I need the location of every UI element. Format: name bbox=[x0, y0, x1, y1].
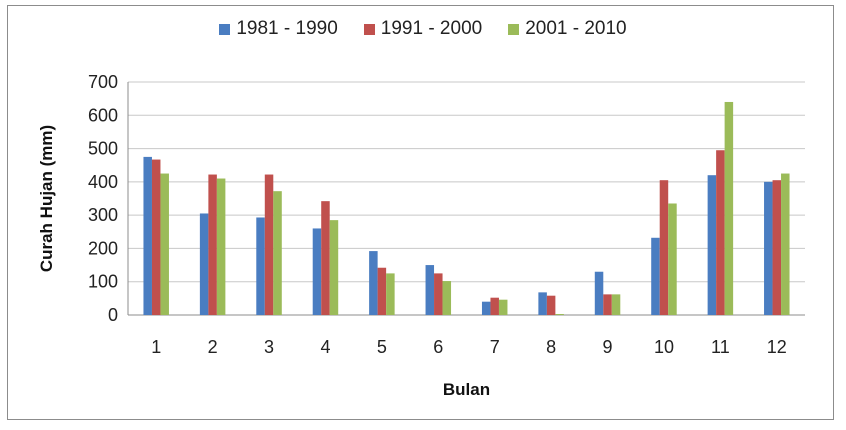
y-axis-title: Curah Hujan (mm) bbox=[37, 125, 56, 272]
bar-2001-2010-m11 bbox=[725, 102, 734, 315]
bar-1981-1990-m8 bbox=[538, 292, 547, 315]
y-tick-label: 100 bbox=[88, 272, 118, 292]
bar-2001-2010-m6 bbox=[443, 281, 452, 315]
bar-1991-2000-m5 bbox=[378, 268, 387, 315]
x-tick-label: 11 bbox=[711, 337, 730, 357]
bar-1991-2000-m2 bbox=[208, 175, 217, 315]
bar-1981-1990-m10 bbox=[651, 238, 660, 315]
bar-1981-1990-m1 bbox=[143, 157, 152, 315]
x-tick-label: 10 bbox=[654, 337, 674, 357]
y-tick-label: 600 bbox=[88, 105, 118, 125]
bar-1981-1990-m12 bbox=[764, 182, 773, 315]
x-tick-label: 4 bbox=[320, 337, 330, 357]
y-tick-label: 200 bbox=[88, 238, 118, 258]
bar-1991-2000-m12 bbox=[773, 180, 782, 315]
x-tick-label: 7 bbox=[490, 337, 500, 357]
bar-2001-2010-m9 bbox=[612, 294, 621, 315]
bar-2001-2010-m4 bbox=[330, 220, 339, 315]
bar-2001-2010-m12 bbox=[781, 174, 790, 315]
bar-1981-1990-m2 bbox=[200, 213, 209, 315]
y-tick-label: 300 bbox=[88, 205, 118, 225]
x-tick-label: 9 bbox=[603, 337, 613, 357]
bar-2001-2010-m2 bbox=[217, 179, 226, 315]
bar-1981-1990-m3 bbox=[256, 217, 265, 315]
bar-2001-2010-m3 bbox=[273, 191, 282, 315]
x-tick-label: 5 bbox=[377, 337, 387, 357]
x-tick-label: 2 bbox=[208, 337, 218, 357]
y-tick-label: 500 bbox=[88, 139, 118, 159]
bar-2001-2010-m10 bbox=[668, 203, 677, 315]
bar-1981-1990-m6 bbox=[426, 265, 435, 315]
bar-1991-2000-m9 bbox=[603, 294, 612, 315]
bar-1981-1990-m9 bbox=[595, 272, 604, 315]
y-tick-label: 700 bbox=[88, 72, 118, 92]
x-tick-label: 1 bbox=[151, 337, 161, 357]
x-tick-label: 3 bbox=[264, 337, 274, 357]
x-axis-title: Bulan bbox=[443, 380, 490, 399]
bar-1991-2000-m8 bbox=[547, 296, 556, 315]
x-tick-label: 6 bbox=[433, 337, 443, 357]
bar-2001-2010-m8 bbox=[555, 314, 564, 315]
bar-1991-2000-m6 bbox=[434, 273, 443, 315]
x-tick-label: 8 bbox=[546, 337, 556, 357]
bar-1991-2000-m4 bbox=[321, 201, 330, 315]
bar-1981-1990-m11 bbox=[708, 175, 717, 315]
bar-1991-2000-m10 bbox=[660, 180, 669, 315]
bar-2001-2010-m7 bbox=[499, 300, 508, 315]
bar-1991-2000-m1 bbox=[152, 160, 161, 315]
bar-1991-2000-m7 bbox=[490, 298, 499, 315]
bar-1991-2000-m3 bbox=[265, 175, 274, 315]
bar-2001-2010-m1 bbox=[160, 174, 169, 315]
bar-1991-2000-m11 bbox=[716, 150, 725, 315]
bar-1981-1990-m5 bbox=[369, 251, 378, 315]
bar-1981-1990-m4 bbox=[313, 228, 322, 315]
bar-2001-2010-m5 bbox=[386, 273, 395, 315]
bar-1981-1990-m7 bbox=[482, 302, 491, 315]
x-tick-label: 12 bbox=[767, 337, 787, 357]
y-tick-label: 0 bbox=[108, 305, 118, 325]
y-tick-label: 400 bbox=[88, 172, 118, 192]
